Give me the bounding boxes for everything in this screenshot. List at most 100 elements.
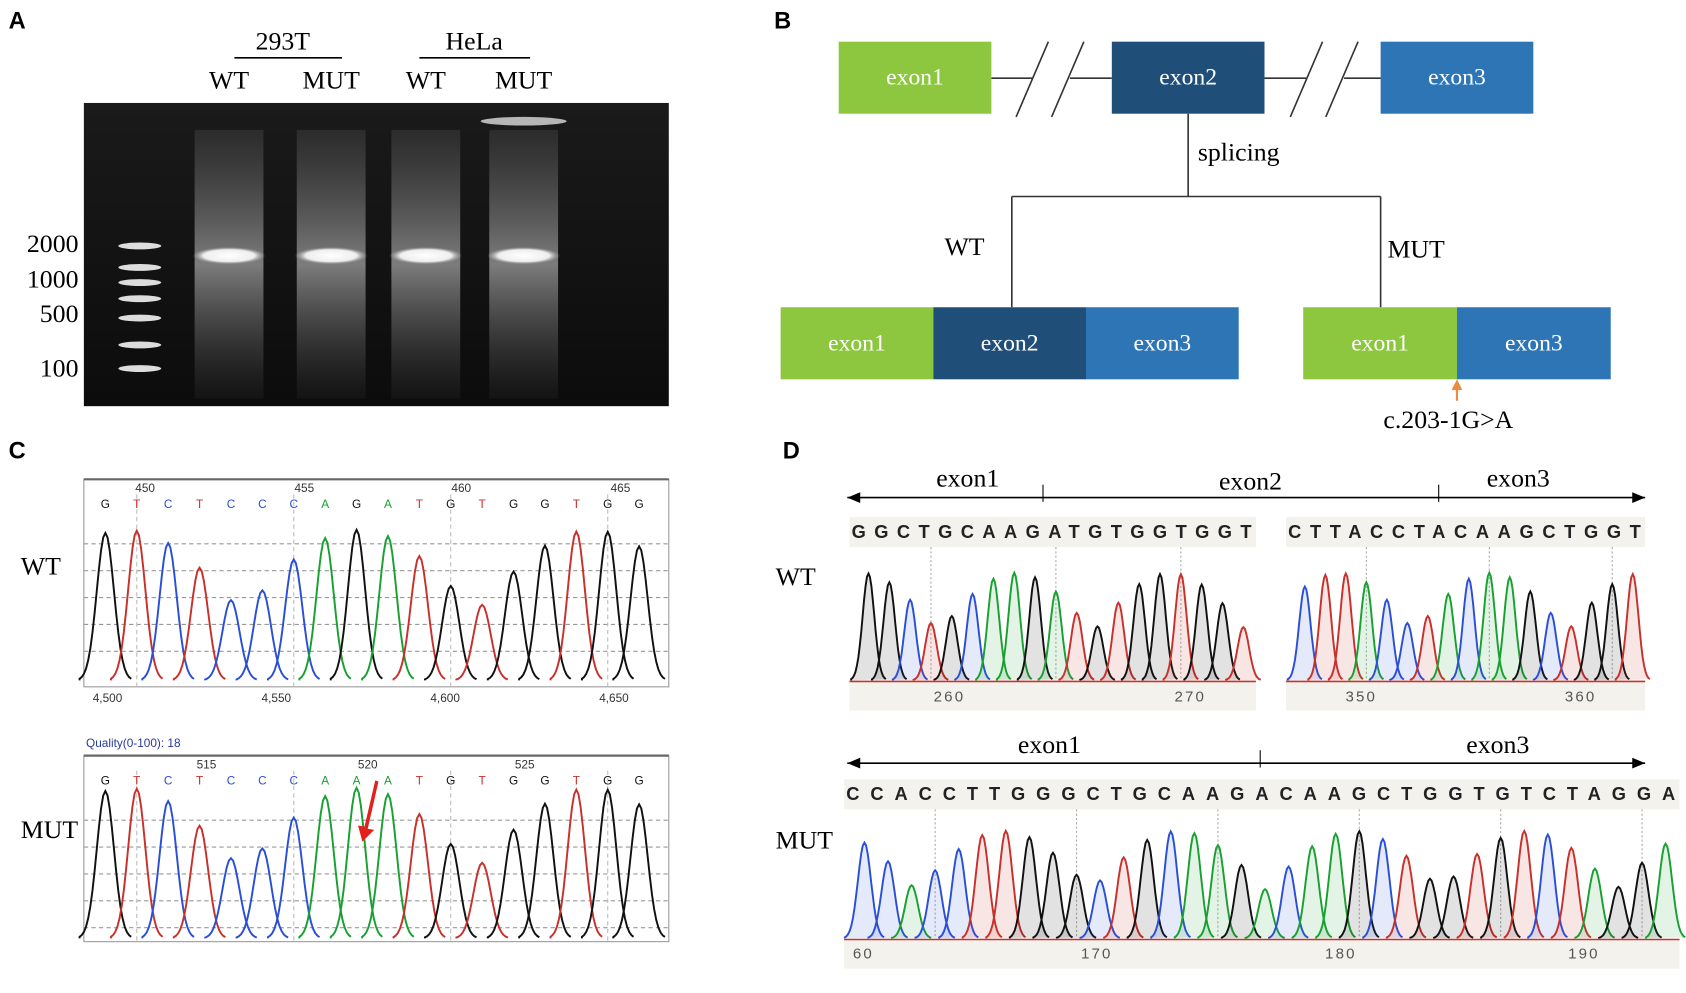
connectors <box>991 41 1382 308</box>
trace-peak <box>1291 844 1333 939</box>
base-call: T <box>133 774 140 788</box>
arrowhead <box>1632 757 1646 769</box>
trace-peak <box>1079 879 1121 939</box>
position-tick: 525 <box>515 757 535 771</box>
exon-label: exon3 <box>1505 330 1563 356</box>
mut-label: MUT <box>1387 234 1445 263</box>
mutation-label: c.203-1G>A <box>1383 405 1513 434</box>
scan-tick: 4,500 <box>93 691 123 705</box>
lane-label: WT <box>406 65 446 94</box>
base-call: G <box>603 497 612 511</box>
group-label: HeLa <box>446 27 504 56</box>
exon-box <box>1111 41 1265 114</box>
trace-peak <box>1550 845 1592 939</box>
base-call: G <box>446 497 455 511</box>
trace-peak <box>1079 624 1116 681</box>
base-call: G <box>540 774 549 788</box>
trace-peak <box>961 833 1003 939</box>
base-call: A <box>353 774 361 788</box>
mut-label: MUT <box>776 826 834 855</box>
wt-label: WT <box>944 232 984 261</box>
trace-peak <box>329 527 383 681</box>
region-label: exon2 <box>1219 467 1282 496</box>
region-label: exon3 <box>1466 730 1529 759</box>
trace-peak <box>975 576 1012 681</box>
exon-box <box>1086 307 1239 380</box>
marker-label: 500 <box>40 299 79 328</box>
trace-peak <box>78 530 132 681</box>
trace-peak <box>518 801 572 939</box>
base-call: G <box>101 774 110 788</box>
trace-peak <box>486 569 540 681</box>
exon-box <box>838 41 992 114</box>
trace-peak <box>109 528 164 681</box>
base-call: C <box>258 497 267 511</box>
exon-box <box>780 307 934 380</box>
ladder-band <box>118 314 162 322</box>
base-call: T <box>133 497 140 511</box>
trace-peak <box>1173 831 1215 939</box>
panel-a: A 293T HeLa WT MUT WT MUT 2000 1000 500 100 <box>9 9 669 407</box>
exon-label: exon1 <box>1351 330 1409 356</box>
trace-peak <box>850 571 887 681</box>
base-call: C <box>258 774 267 788</box>
trace-peak <box>266 815 321 939</box>
trace-peak <box>843 840 885 939</box>
trace-peak <box>1450 576 1487 681</box>
region-label: exon3 <box>1487 463 1550 492</box>
trace-peak <box>1307 572 1344 681</box>
trace-peak <box>580 529 635 681</box>
trace-peak <box>1621 861 1663 939</box>
trace-peak <box>1614 571 1651 681</box>
position-tick: 520 <box>358 757 378 771</box>
base-call: G <box>540 497 549 511</box>
exon-box <box>1303 307 1457 380</box>
trace-peak <box>1008 835 1050 939</box>
trace-peak <box>1100 600 1137 681</box>
region-label: exon1 <box>1018 730 1081 759</box>
trace-peak <box>1016 575 1054 681</box>
base-call: G <box>101 497 110 511</box>
trace-peak <box>392 812 446 939</box>
position-tick: 360 <box>1565 689 1597 706</box>
exon-box <box>933 307 1087 380</box>
base-call: T <box>196 774 203 788</box>
position-tick: 190 <box>1568 946 1600 963</box>
trace-peak <box>298 535 352 681</box>
trace-peak <box>1532 611 1569 681</box>
trace-peak <box>1327 571 1364 681</box>
arrowhead <box>847 492 861 503</box>
trace-peak <box>423 584 477 681</box>
position-tick: 460 <box>451 481 471 495</box>
trace-peak <box>204 856 258 939</box>
trace-peak <box>298 793 352 939</box>
exon-label: exon1 <box>828 330 886 356</box>
exon-label: exon3 <box>1428 65 1486 91</box>
trace-peak <box>985 828 1027 939</box>
trace-peak <box>580 787 635 939</box>
ladder-band <box>118 365 162 372</box>
trace-peak <box>1594 581 1630 681</box>
panel-d: D WT MUT exon1 exon2 exon3GGCTGCAAGATGTGGT… <box>776 439 1686 969</box>
trace-peak <box>1162 571 1199 681</box>
trace-peak <box>914 868 956 939</box>
base-call: G <box>509 497 518 511</box>
panel-label: D <box>783 439 800 465</box>
wt-label: WT <box>21 551 61 580</box>
base-call: C <box>164 497 173 511</box>
trace-peak <box>1503 828 1545 939</box>
trace-peak <box>1409 614 1446 681</box>
base-call: A <box>321 774 329 788</box>
base-call: T <box>416 497 423 511</box>
base-call: T <box>573 774 580 788</box>
marker-label: 100 <box>40 354 79 383</box>
position-tick: 60 <box>853 946 874 963</box>
sequence: CTTACCTACAAGCTGGT <box>1288 521 1641 542</box>
trace-peak <box>1456 852 1498 939</box>
trace-peak <box>486 827 540 939</box>
trace-area <box>1286 547 1646 682</box>
band <box>389 247 463 265</box>
trace-peak <box>1553 624 1589 681</box>
trace-peak <box>549 529 603 681</box>
trace-peak <box>1286 584 1323 681</box>
